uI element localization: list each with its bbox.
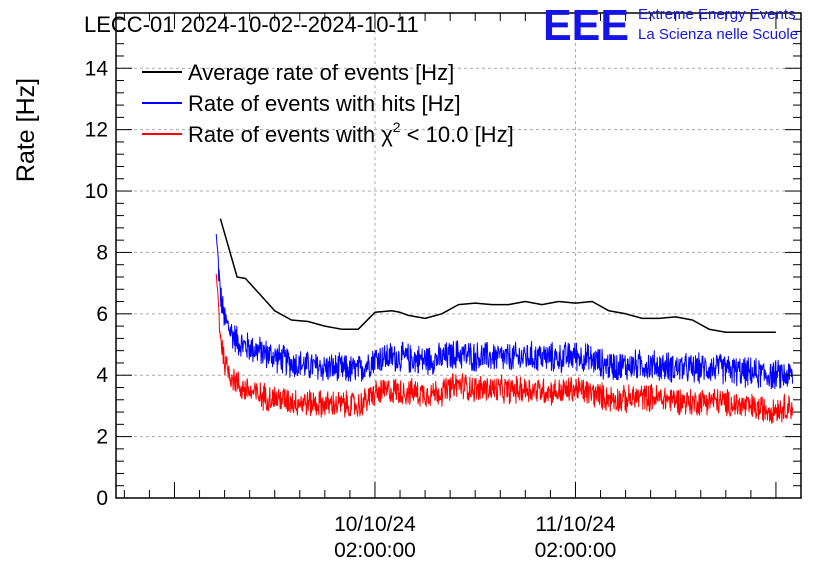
x-tick-label-time: 02:00:00 <box>535 539 617 562</box>
chart-title: LECC-01 2024-10-02--2024-10-11 <box>84 12 419 37</box>
y-tick-label: 10 <box>85 180 108 203</box>
series-line-chi2 <box>215 273 794 424</box>
x-axis-ticks: 10/10/24 02:00:00 11/10/24 02:00:00 <box>334 513 616 562</box>
legend-label-chi2-prefix: Rate of events with χ <box>188 122 393 147</box>
y-tick-label: 4 <box>96 364 108 387</box>
y-tick-label: 14 <box>85 57 109 80</box>
grid-lines <box>116 13 801 498</box>
legend-label-chi2-sup: 2 <box>393 119 401 135</box>
eee-logo: EEE Extreme Energy Events La Scienza nel… <box>543 1 798 50</box>
y-tick-label: 0 <box>96 487 108 510</box>
series-line-average <box>219 218 776 333</box>
legend-label-chi2: Rate of events with χ2 < 10.0 [Hz] <box>188 119 514 147</box>
y-axis-label: Rate [Hz] <box>12 78 40 182</box>
legend-label-average: Average rate of events [Hz] <box>188 60 454 85</box>
series-line-hits <box>215 233 794 390</box>
y-tick-label: 8 <box>96 241 108 264</box>
x-tick-label-date: 10/10/24 <box>334 513 416 536</box>
plot-frame <box>115 12 802 499</box>
x-tick-label-date: 11/10/24 <box>535 513 616 536</box>
y-tick-label: 2 <box>96 426 108 449</box>
logo-line-2: La Scienza nelle Scuole <box>638 26 798 43</box>
series-layer <box>215 218 794 424</box>
y-tick-label: 6 <box>96 303 108 326</box>
axes <box>115 12 802 499</box>
x-tick-label-time: 02:00:00 <box>334 539 416 562</box>
y-tick-label: 12 <box>85 119 108 142</box>
legend-label-hits: Rate of events with hits [Hz] <box>188 91 461 116</box>
y-axis-ticks: 0 2 4 6 8 10 12 14 <box>85 57 109 510</box>
legend-label-chi2-suffix: < 10.0 [Hz] <box>401 122 514 147</box>
logo-mark: EEE <box>543 1 629 50</box>
legend: Average rate of events [Hz] Rate of even… <box>142 60 514 147</box>
logo-line-1: Extreme Energy Events <box>638 6 796 23</box>
